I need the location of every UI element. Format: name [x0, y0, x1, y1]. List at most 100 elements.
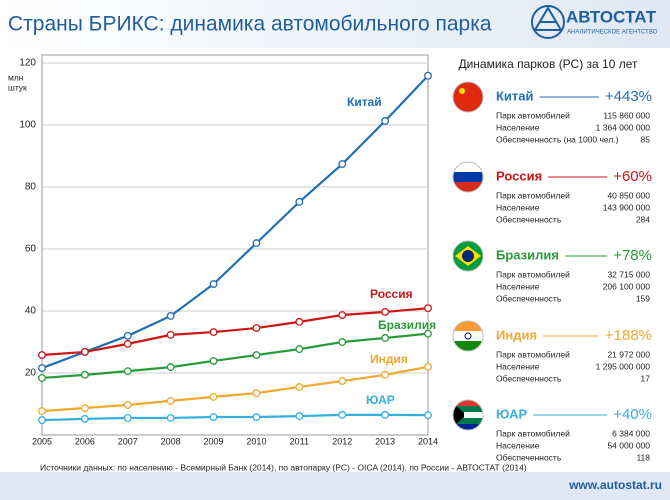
flag-bottom [453, 424, 483, 430]
data-point [209, 328, 218, 337]
row-label: Обеспеченность [496, 452, 562, 462]
data-point [38, 374, 46, 382]
country-name: Китай [496, 88, 534, 103]
data-point [252, 324, 261, 332]
data-point [38, 351, 46, 359]
row-label: Парк автомобилей [496, 428, 570, 438]
row-label: Обеспеченность [496, 214, 562, 224]
data-point [295, 345, 304, 354]
data-point [252, 413, 261, 421]
logo-text: АВТОСТАТ [566, 7, 657, 26]
data-point [295, 412, 304, 421]
country-name: Бразилия [496, 247, 559, 262]
change-value: +60% [613, 168, 652, 185]
flag-chakra [464, 332, 472, 340]
source-note: Источники данных: по населению - Всемирн… [40, 462, 527, 472]
data-point [381, 370, 390, 379]
row-value: 21 972 000 [607, 349, 650, 359]
data-point [381, 307, 390, 316]
row-label: Население [496, 361, 540, 371]
data-point [38, 364, 46, 372]
data-point [80, 404, 89, 412]
flag-stripe [453, 331, 483, 341]
x-tick-label: 2011 [290, 436, 309, 446]
data-point [338, 338, 347, 346]
series-label: Россия [370, 287, 413, 301]
flag-stripe [453, 162, 483, 172]
row-value: 54 000 000 [607, 440, 650, 450]
change-value: +443% [605, 88, 652, 105]
y-axis-label: штук [8, 82, 27, 92]
flag-globe [462, 250, 474, 262]
row-value: 40 850 000 [607, 190, 650, 200]
row-label: Парк автомобилей [496, 349, 570, 359]
flag [453, 241, 483, 271]
flag-star [459, 88, 465, 94]
data-point [338, 377, 347, 386]
data-point [424, 71, 432, 80]
row-label: Парк автомобилей [496, 110, 570, 120]
data-point [209, 280, 218, 288]
data-point [123, 414, 132, 422]
x-tick-label: 2009 [204, 436, 224, 446]
y-tick-label: 60 [25, 244, 37, 255]
site-url: www.autostat.ru [568, 478, 662, 492]
logo-subtext: АНАЛИТИЧЕСКОЕ АГЕНТСТВО [567, 30, 658, 36]
country-name: ЮАР [496, 406, 527, 421]
flag-y [453, 403, 466, 427]
data-point [424, 411, 432, 420]
flag [453, 400, 483, 430]
row-value: 1 295 000 000 [596, 361, 651, 371]
row-label: Обеспеченность [496, 373, 562, 383]
row-label: Население [496, 122, 540, 132]
page-title: Страны БРИКС: динамика автомобильного па… [8, 13, 492, 36]
series-label: Индия [370, 352, 408, 366]
flag-bar [464, 412, 483, 418]
flag-stripe [453, 172, 483, 182]
data-point [338, 311, 347, 319]
data-point [166, 363, 175, 372]
row-value: 85 [641, 134, 651, 144]
flag-ring [452, 320, 484, 352]
data-point [123, 400, 132, 409]
data-point [338, 160, 347, 169]
data-point [123, 331, 132, 340]
x-tick-label: 2007 [118, 436, 138, 446]
series-line [41, 74, 429, 370]
row-label: Население [496, 440, 540, 450]
data-point [80, 347, 89, 356]
flag-ring [452, 161, 484, 193]
row-value: 6 384 000 [612, 428, 650, 438]
change-value: +78% [613, 247, 652, 264]
flag-ring [452, 81, 484, 113]
flag-ring [452, 399, 484, 431]
data-point [381, 410, 390, 419]
flag-stripe [453, 182, 483, 192]
flag [453, 321, 483, 351]
row-value: 32 715 000 [607, 269, 650, 279]
country-name: Индия [496, 327, 537, 342]
data-point [424, 304, 432, 313]
row-label: Парк автомобилей [496, 269, 570, 279]
row-label: Парк автомобилей [496, 190, 570, 200]
data-point [295, 317, 304, 326]
data-point [252, 239, 261, 248]
data-point [38, 407, 46, 416]
data-point [38, 416, 46, 425]
flag-stripe [453, 82, 483, 112]
y-axis-label: млн [8, 72, 24, 82]
logo [531, 5, 565, 39]
row-value: 1 364 000 000 [596, 122, 651, 132]
row-label: Население [496, 281, 540, 291]
data-point [252, 389, 261, 398]
row-value: 206 100 000 [603, 281, 651, 291]
flag-top [453, 400, 483, 406]
data-point [295, 383, 304, 391]
data-point [80, 370, 89, 379]
country-name: Россия [496, 168, 542, 183]
row-label: Обеспеченность [496, 293, 562, 303]
logo-icon-lines [533, 6, 563, 31]
x-tick-label: 2008 [161, 436, 181, 446]
row-label: Обеспеченность (на 1000 чел.) [496, 134, 619, 144]
flag-stripe [453, 321, 483, 331]
